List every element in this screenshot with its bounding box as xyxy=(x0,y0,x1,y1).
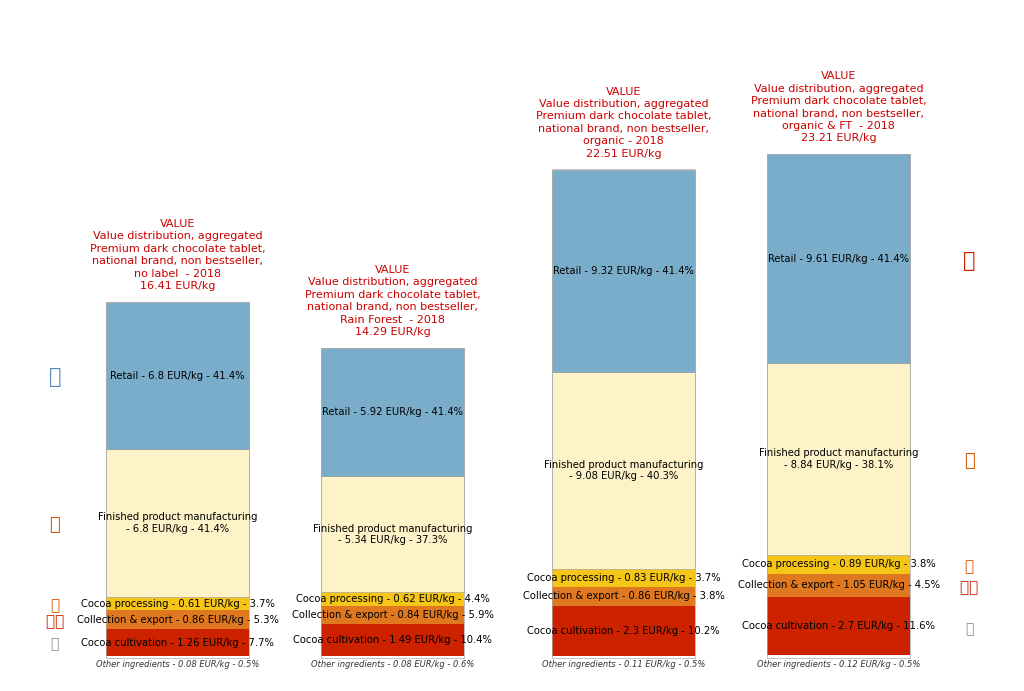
Bar xyxy=(767,656,910,658)
Bar xyxy=(767,363,910,555)
Text: Collection & export - 0.86 EUR/kg - 3.8%: Collection & export - 0.86 EUR/kg - 3.8% xyxy=(522,591,724,601)
Bar xyxy=(105,656,249,658)
Text: 👨‍🌾: 👨‍🌾 xyxy=(961,580,978,596)
Text: Cocoa processing - 0.61 EUR/kg - 3.7%: Cocoa processing - 0.61 EUR/kg - 3.7% xyxy=(81,598,274,609)
Text: VALUE
Value distribution, aggregated
Premium dark chocolate tablet,
national bra: VALUE Value distribution, aggregated Pre… xyxy=(90,219,265,291)
Text: Collection & export - 1.05 EUR/kg - 4.5%: Collection & export - 1.05 EUR/kg - 4.5% xyxy=(737,580,940,590)
Text: Cocoa cultivation - 2.7 EUR/kg - 11.6%: Cocoa cultivation - 2.7 EUR/kg - 11.6% xyxy=(742,621,935,631)
Text: Cocoa processing - 0.83 EUR/kg - 3.7%: Cocoa processing - 0.83 EUR/kg - 3.7% xyxy=(526,573,720,583)
Text: Finished product manufacturing
- 8.84 EUR/kg - 38.1%: Finished product manufacturing - 8.84 EU… xyxy=(759,448,919,470)
Text: Cocoa cultivation - 2.3 EUR/kg - 10.2%: Cocoa cultivation - 2.3 EUR/kg - 10.2% xyxy=(527,625,720,636)
Text: Collection & export - 0.84 EUR/kg - 5.9%: Collection & export - 0.84 EUR/kg - 5.9% xyxy=(292,610,494,620)
Bar xyxy=(767,597,910,656)
Text: Retail - 9.32 EUR/kg - 41.4%: Retail - 9.32 EUR/kg - 41.4% xyxy=(553,266,694,276)
Text: 🌱: 🌱 xyxy=(965,622,974,636)
Text: Retail - 9.61 EUR/kg - 41.4%: Retail - 9.61 EUR/kg - 41.4% xyxy=(768,254,909,263)
Bar xyxy=(321,348,464,658)
Text: Other ingredients - 0.12 EUR/kg - 0.5%: Other ingredients - 0.12 EUR/kg - 0.5% xyxy=(757,660,921,669)
Text: VALUE
Value distribution, aggregated
Premium dark chocolate tablet,
national bra: VALUE Value distribution, aggregated Pre… xyxy=(305,265,480,337)
Bar xyxy=(105,597,249,610)
Text: Other ingredients - 0.08 EUR/kg - 0.6%: Other ingredients - 0.08 EUR/kg - 0.6% xyxy=(311,660,474,669)
Bar xyxy=(552,170,695,372)
Text: Finished product manufacturing
- 6.8 EUR/kg - 41.4%: Finished product manufacturing - 6.8 EUR… xyxy=(97,513,257,534)
Bar xyxy=(767,154,910,658)
Text: 🏭: 🏭 xyxy=(49,516,60,534)
Bar xyxy=(767,154,910,363)
Text: Cocoa processing - 0.89 EUR/kg - 3.8%: Cocoa processing - 0.89 EUR/kg - 3.8% xyxy=(741,560,935,569)
Text: Retail - 5.92 EUR/kg - 41.4%: Retail - 5.92 EUR/kg - 41.4% xyxy=(322,407,463,417)
Text: 👨‍🌾: 👨‍🌾 xyxy=(46,614,63,629)
Bar xyxy=(767,555,910,574)
Text: Other ingredients - 0.08 EUR/kg - 0.5%: Other ingredients - 0.08 EUR/kg - 0.5% xyxy=(96,660,259,669)
Text: 🏭: 🏭 xyxy=(964,453,975,471)
Text: Finished product manufacturing
- 9.08 EUR/kg - 40.3%: Finished product manufacturing - 9.08 EU… xyxy=(544,460,703,482)
Bar xyxy=(552,656,695,658)
Bar xyxy=(321,624,464,656)
Text: 🌱: 🌱 xyxy=(50,637,59,652)
Bar xyxy=(105,302,249,658)
Text: 🛒: 🛒 xyxy=(48,368,61,388)
Bar xyxy=(105,629,249,656)
Bar xyxy=(552,169,695,658)
Bar xyxy=(105,610,249,629)
Text: Other ingredients - 0.11 EUR/kg - 0.5%: Other ingredients - 0.11 EUR/kg - 0.5% xyxy=(542,660,706,669)
Text: 🚢: 🚢 xyxy=(965,560,974,574)
Bar xyxy=(321,476,464,592)
Text: Cocoa cultivation - 1.49 EUR/kg - 10.4%: Cocoa cultivation - 1.49 EUR/kg - 10.4% xyxy=(293,635,492,645)
Bar xyxy=(321,348,464,476)
Bar xyxy=(105,302,249,449)
Text: Collection & export - 0.86 EUR/kg - 5.3%: Collection & export - 0.86 EUR/kg - 5.3% xyxy=(77,614,279,625)
Text: Retail - 6.8 EUR/kg - 41.4%: Retail - 6.8 EUR/kg - 41.4% xyxy=(111,370,245,381)
Text: VALUE
Value distribution, aggregated
Premium dark chocolate tablet,
national bra: VALUE Value distribution, aggregated Pre… xyxy=(536,86,712,159)
Bar xyxy=(552,587,695,606)
Text: VALUE
Value distribution, aggregated
Premium dark chocolate tablet,
national bra: VALUE Value distribution, aggregated Pre… xyxy=(751,71,927,144)
Bar xyxy=(321,592,464,606)
Bar xyxy=(767,574,910,597)
Bar xyxy=(105,449,249,597)
Bar xyxy=(552,372,695,569)
Bar xyxy=(321,606,464,624)
Text: 🚢: 🚢 xyxy=(50,598,59,613)
Text: Cocoa cultivation - 1.26 EUR/kg - 7.7%: Cocoa cultivation - 1.26 EUR/kg - 7.7% xyxy=(81,638,274,647)
Bar xyxy=(552,606,695,656)
Text: 🛒: 🛒 xyxy=(963,251,976,271)
Text: Finished product manufacturing
- 5.34 EUR/kg - 37.3%: Finished product manufacturing - 5.34 EU… xyxy=(312,524,472,545)
Text: Cocoa processing - 0.62 EUR/kg - 4.4%: Cocoa processing - 0.62 EUR/kg - 4.4% xyxy=(296,594,489,604)
Bar xyxy=(321,656,464,658)
Bar xyxy=(552,569,695,587)
